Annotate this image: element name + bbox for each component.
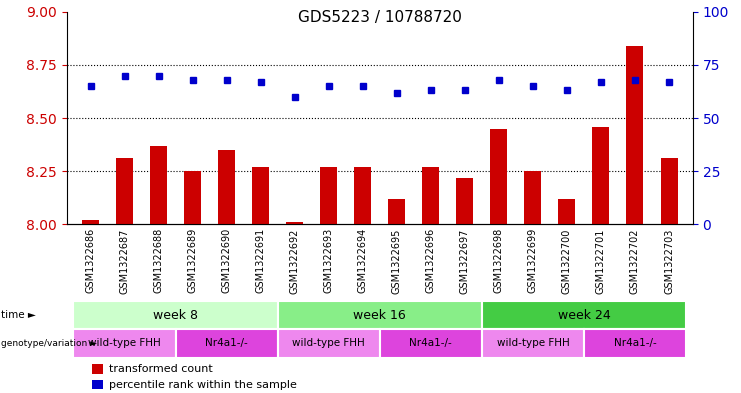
Text: Nr4a1-/-: Nr4a1-/- — [205, 338, 248, 349]
Text: percentile rank within the sample: percentile rank within the sample — [109, 380, 297, 389]
Bar — [422, 167, 439, 224]
Bar — [660, 158, 677, 224]
Text: GDS5223 / 10788720: GDS5223 / 10788720 — [298, 10, 462, 25]
Text: GSM1322692: GSM1322692 — [290, 228, 299, 294]
Bar — [116, 158, 133, 224]
Text: GSM1322686: GSM1322686 — [85, 228, 96, 294]
Text: GSM1322690: GSM1322690 — [222, 228, 232, 294]
Text: GSM1322697: GSM1322697 — [460, 228, 470, 294]
Bar — [286, 222, 303, 224]
Text: time ►: time ► — [1, 310, 36, 320]
Text: GSM1322696: GSM1322696 — [426, 228, 436, 294]
Text: week 8: week 8 — [153, 309, 198, 322]
Bar — [491, 129, 508, 224]
Bar — [626, 46, 643, 224]
Bar — [482, 301, 686, 329]
Bar — [380, 329, 482, 358]
Bar — [278, 301, 482, 329]
Bar — [218, 150, 235, 224]
Bar — [320, 167, 337, 224]
Bar — [278, 329, 380, 358]
Text: Nr4a1-/-: Nr4a1-/- — [614, 338, 657, 349]
Text: GSM1322698: GSM1322698 — [494, 228, 504, 294]
Bar — [176, 329, 278, 358]
Bar — [150, 146, 167, 224]
Bar — [73, 329, 176, 358]
Text: wild-type FHH: wild-type FHH — [496, 338, 569, 349]
Text: GSM1322701: GSM1322701 — [596, 228, 606, 294]
Text: week 16: week 16 — [353, 309, 406, 322]
Bar — [184, 171, 201, 224]
Bar — [92, 364, 103, 373]
Bar — [559, 199, 576, 224]
Bar — [584, 329, 686, 358]
Bar — [525, 171, 542, 224]
Text: GSM1322687: GSM1322687 — [119, 228, 130, 294]
Bar — [388, 199, 405, 224]
Text: GSM1322689: GSM1322689 — [187, 228, 198, 294]
Text: GSM1322695: GSM1322695 — [392, 228, 402, 294]
Text: Nr4a1-/-: Nr4a1-/- — [410, 338, 452, 349]
Bar — [354, 167, 371, 224]
Text: GSM1322703: GSM1322703 — [664, 228, 674, 294]
Text: GSM1322693: GSM1322693 — [324, 228, 333, 294]
Text: GSM1322699: GSM1322699 — [528, 228, 538, 294]
Text: genotype/variation ►: genotype/variation ► — [1, 339, 97, 348]
Text: wild-type FHH: wild-type FHH — [293, 338, 365, 349]
Bar — [73, 301, 278, 329]
Bar — [92, 380, 103, 389]
Text: GSM1322688: GSM1322688 — [153, 228, 164, 294]
Text: GSM1322702: GSM1322702 — [630, 228, 640, 294]
Bar — [593, 127, 609, 224]
Text: wild-type FHH: wild-type FHH — [88, 338, 161, 349]
Bar — [252, 167, 269, 224]
Bar — [482, 329, 584, 358]
Text: GSM1322694: GSM1322694 — [358, 228, 368, 294]
Bar — [82, 220, 99, 224]
Text: week 24: week 24 — [557, 309, 611, 322]
Text: GSM1322700: GSM1322700 — [562, 228, 572, 294]
Text: GSM1322691: GSM1322691 — [256, 228, 266, 294]
Text: transformed count: transformed count — [109, 364, 213, 374]
Bar — [456, 178, 473, 224]
